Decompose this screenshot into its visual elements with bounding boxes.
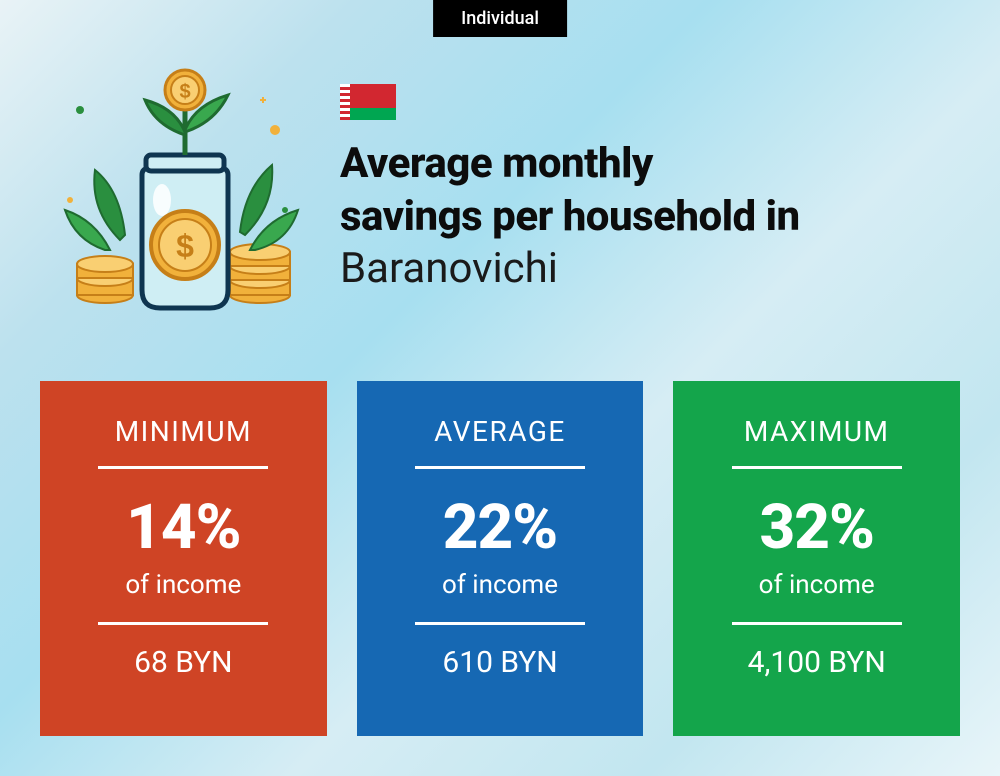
title-line-2: savings per household in: [340, 191, 950, 244]
leaf-right-icon: [240, 165, 298, 250]
divider: [732, 466, 902, 469]
category-badge-label: Individual: [461, 8, 539, 29]
savings-jar-icon: $ $: [50, 60, 310, 320]
card-minimum: MINIMUM 14% of income 68 BYN: [40, 381, 327, 736]
plant-icon: $: [145, 70, 228, 155]
belarus-flag-icon: [340, 84, 396, 120]
coin-stack-right-icon: [230, 244, 290, 303]
flag-stripes: [350, 84, 396, 120]
divider: [415, 622, 585, 625]
card-maximum-sub: of income: [759, 570, 875, 600]
card-average-percent: 22%: [443, 491, 557, 564]
title-line-1: Average monthly: [340, 138, 950, 191]
flag-red-stripe: [350, 84, 396, 108]
leaf-left-icon: [65, 170, 125, 250]
jar-icon: $: [142, 155, 228, 308]
flag-ornament: [340, 84, 350, 120]
card-minimum-amount: 68 BYN: [134, 645, 232, 680]
title-location: Baranovichi: [340, 243, 950, 296]
card-maximum-label: MAXIMUM: [744, 415, 890, 448]
card-average-sub: of income: [442, 570, 558, 600]
stat-cards-row: MINIMUM 14% of income 68 BYN AVERAGE 22%…: [40, 381, 960, 736]
card-average: AVERAGE 22% of income 610 BYN: [357, 381, 644, 736]
card-maximum: MAXIMUM 32% of income 4,100 BYN: [673, 381, 960, 736]
card-average-amount: 610 BYN: [442, 645, 557, 680]
card-maximum-amount: 4,100 BYN: [748, 645, 886, 680]
card-minimum-label: MINIMUM: [115, 415, 252, 448]
category-badge: Individual: [433, 0, 567, 37]
divider: [732, 622, 902, 625]
svg-text:$: $: [179, 81, 190, 103]
svg-text:$: $: [176, 228, 194, 264]
flag-green-stripe: [350, 108, 396, 120]
savings-illustration: $ $: [50, 60, 310, 320]
coin-stack-left-icon: [77, 256, 133, 303]
card-minimum-percent: 14%: [126, 491, 240, 564]
hero-section: $ $ Average monthly savings per househol…: [50, 60, 950, 320]
headline-block: Average monthly savings per household in…: [340, 84, 950, 296]
divider: [98, 622, 268, 625]
card-maximum-percent: 32%: [759, 491, 873, 564]
card-minimum-sub: of income: [125, 570, 241, 600]
divider: [415, 466, 585, 469]
card-average-label: AVERAGE: [434, 415, 566, 448]
divider: [98, 466, 268, 469]
